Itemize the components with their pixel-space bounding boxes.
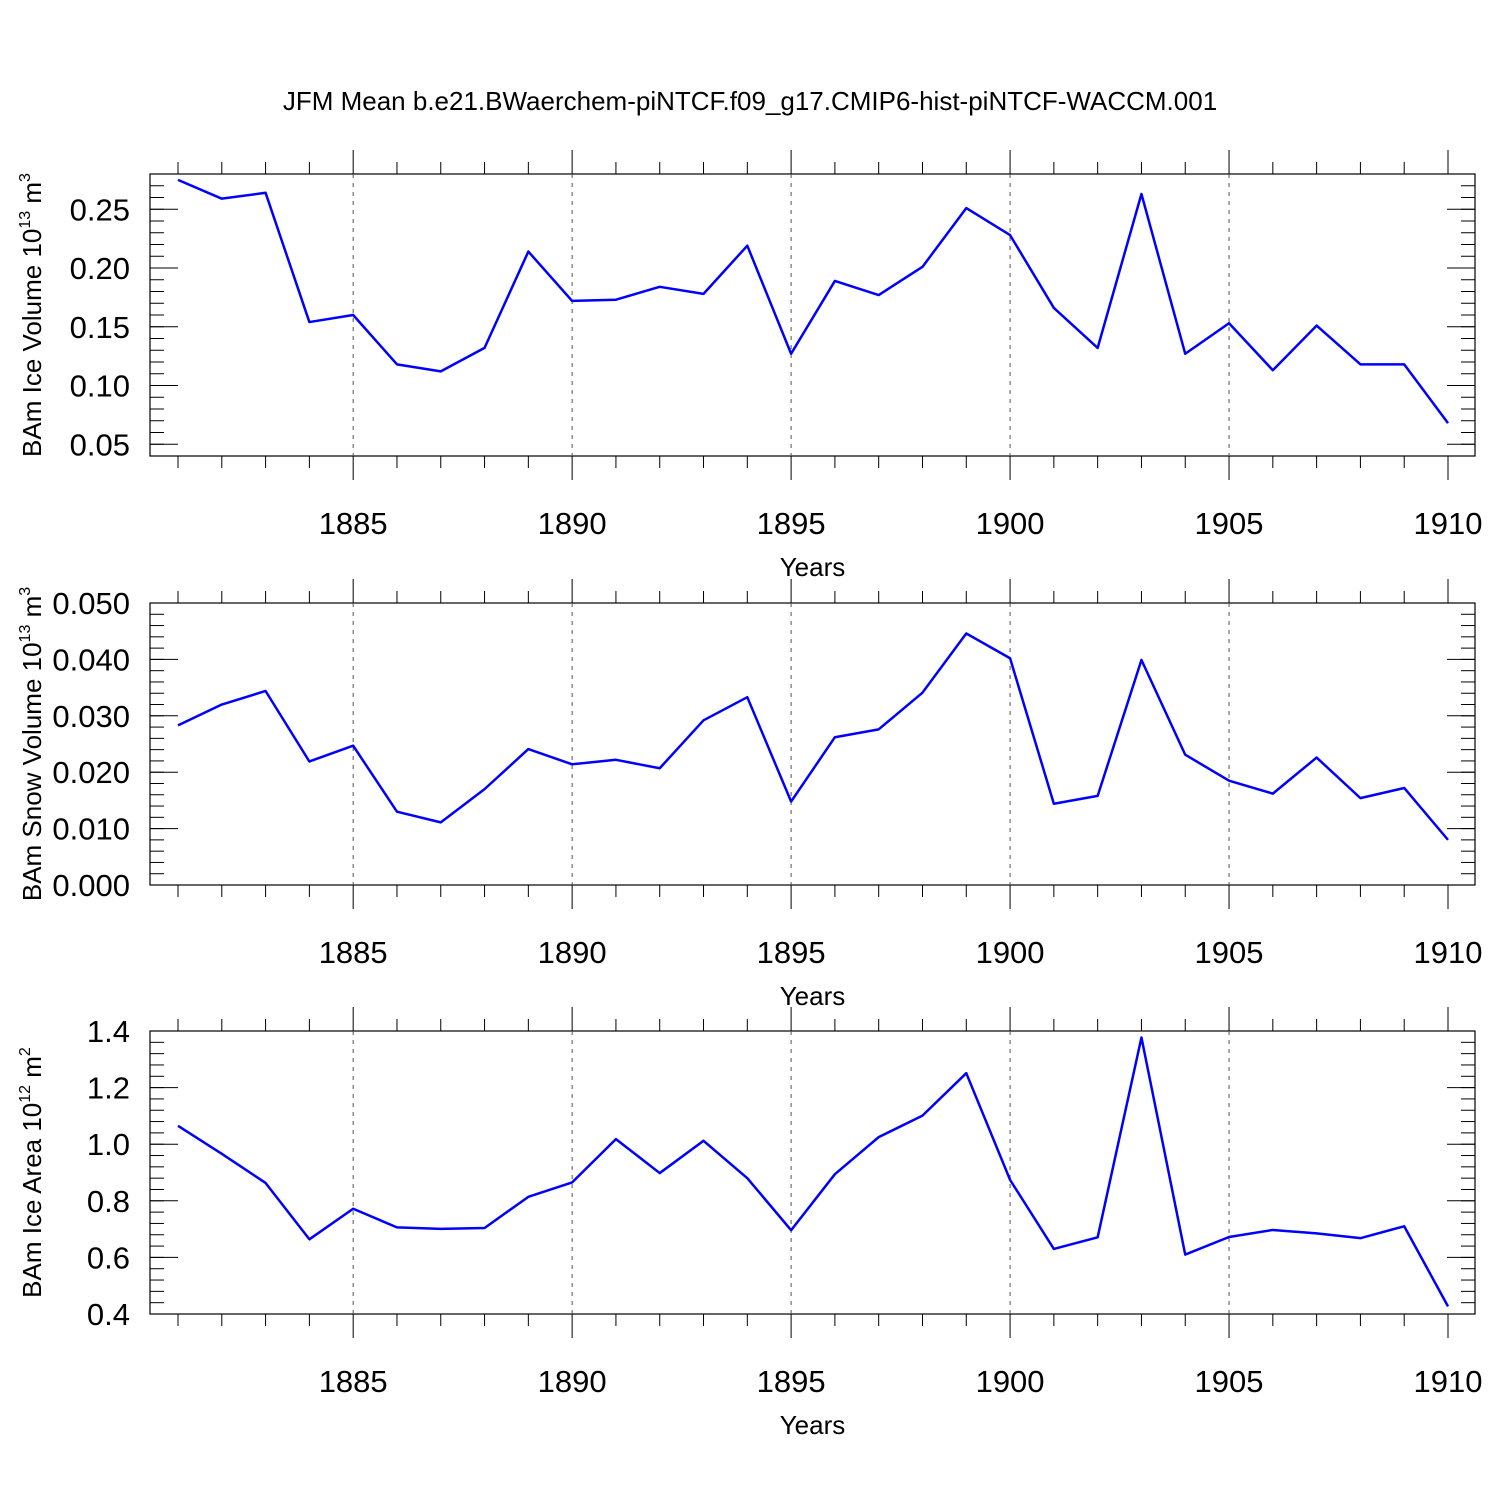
chart-panel-1: 1885 1890 1895 1900 1905 1910 Years 0.05 0.10 0.1… (17, 150, 1482, 582)
x-tick-label: 1910 (1414, 506, 1483, 541)
x-tick-label: 1885 (319, 506, 388, 541)
y-tick-label: 0.000 (52, 868, 130, 903)
y-tick-label: 0.15 (70, 310, 130, 345)
x-tick-label: 1890 (538, 506, 607, 541)
x-tick-label: 1885 (319, 1364, 388, 1399)
y-axis-title: BAm Ice Volume 1013 m3 (17, 173, 47, 457)
x-tick-label: 1895 (757, 935, 826, 970)
y-tick-label: 1.4 (87, 1014, 130, 1049)
chart-panels: 1885 1890 1895 1900 1905 1910 Years 0.05 0.10 0.1… (17, 150, 1482, 1440)
y-tick-label: 0.6 (87, 1240, 130, 1275)
x-tick-label: 1890 (538, 1364, 607, 1399)
x-tick-label: 1890 (538, 935, 607, 970)
y-tick-label: 0.10 (70, 369, 130, 404)
plot-frame (149, 1030, 1476, 1315)
x-tick-label: 1910 (1414, 1364, 1483, 1399)
y-tick-label: 0.010 (52, 812, 130, 847)
x-tick-label: 1900 (976, 1364, 1045, 1399)
x-tick-label: 1895 (757, 506, 826, 541)
y-tick-label: 0.25 (70, 192, 130, 227)
chart-panel-2: 1885 1890 1895 1900 1905 1910 Years 0.000 0.010 0… (17, 579, 1482, 1011)
x-tick-label: 1905 (1195, 506, 1264, 541)
x-axis-title: Years (780, 1410, 846, 1440)
y-tick-label: 0.05 (70, 427, 130, 462)
x-tick-label: 1895 (757, 1364, 826, 1399)
x-tick-label: 1905 (1195, 1364, 1264, 1399)
series-line (177, 178, 1450, 424)
y-tick-label: 1.0 (87, 1127, 130, 1162)
y-tick-label: 0.8 (87, 1184, 130, 1219)
x-tick-label: 1910 (1414, 935, 1483, 970)
y-tick-label: 1.2 (87, 1071, 130, 1106)
x-tick-label: 1885 (319, 935, 388, 970)
y-tick-label: 0.020 (52, 755, 130, 790)
y-axis-title: BAm Snow Volume 1013 m3 (17, 587, 47, 901)
y-tick-label: 0.050 (52, 586, 130, 621)
plot-frame (149, 602, 1476, 886)
x-axis-title: Years (780, 981, 846, 1011)
y-tick-label: 0.20 (70, 251, 130, 286)
y-tick-label: 0.040 (52, 642, 130, 677)
figure-title: JFM Mean b.e21.BWaerchem-piNTCF.f09_g17.… (283, 86, 1217, 116)
y-tick-label: 0.030 (52, 699, 130, 734)
chart-panel-3: 1885 1890 1895 1900 1905 1910 Years 0.4 0.6 0.8 1.… (17, 1007, 1482, 1440)
x-tick-label: 1900 (976, 935, 1045, 970)
x-tick-label: 1900 (976, 506, 1045, 541)
y-axis-title: BAm Ice Area 1012 m2 (17, 1047, 47, 1298)
x-axis-title: Years (780, 552, 846, 582)
series-line (177, 632, 1449, 841)
x-tick-label: 1905 (1195, 935, 1264, 970)
series-line (177, 1036, 1450, 1307)
y-tick-label: 0.4 (87, 1297, 130, 1332)
